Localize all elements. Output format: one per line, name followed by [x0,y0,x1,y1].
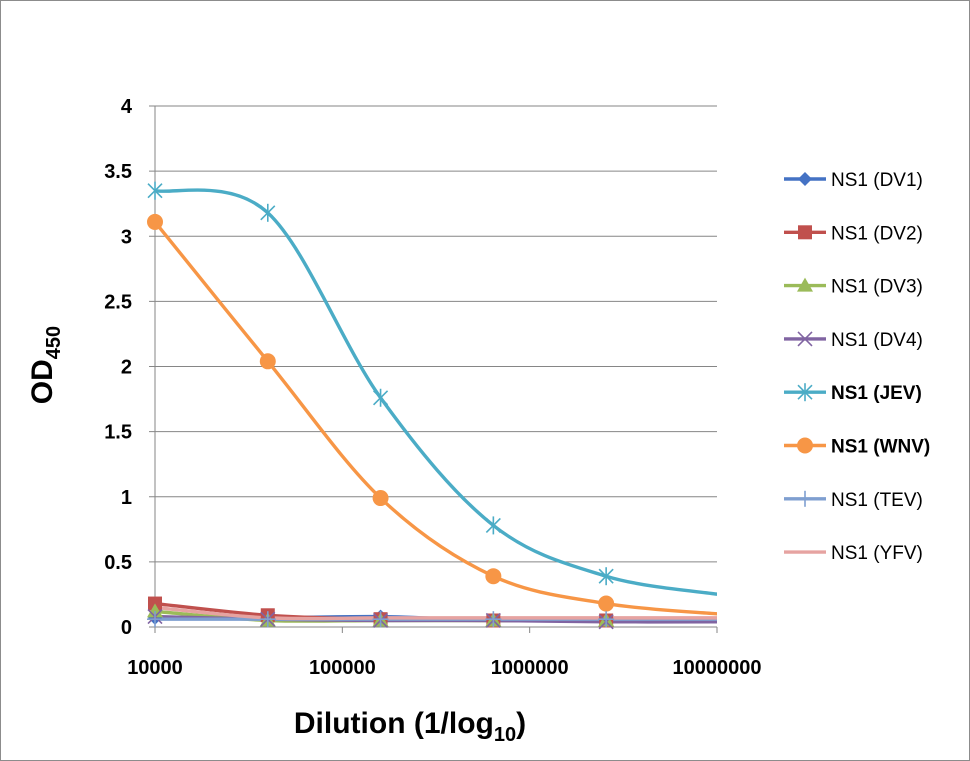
series-line-4 [154,188,717,596]
point-s4-4 [598,567,614,586]
legend-label-4: NS1 (JEV) [831,383,922,404]
legend-label-3: NS1 (DV4) [831,330,923,351]
y-axis-title: OD450 [26,326,65,404]
legend: NS1 (DV1) NS1 (DV2) NS1 (DV3) NS1 (DV4) NS1 … [784,170,930,564]
y-tick-label-4: 2 [121,357,132,379]
y-tick-label-6: 3 [121,226,132,248]
gridlines [155,105,717,563]
legend-label-1: NS1 (DV2) [831,223,923,244]
series-lines [153,188,717,624]
series-line-5 [153,220,717,616]
y-axis-title-main: OD [26,359,59,404]
legend-swatch-marker-5 [797,437,813,454]
x-tick-label-0: 10000 [127,657,183,679]
axes [149,105,718,633]
point-s5-0 [147,213,163,230]
series-markers [147,181,615,630]
legend-label-5: NS1 (WNV) [831,437,930,458]
legend-label-6: NS1 (TEV) [831,490,923,511]
point-s6-1 [259,611,276,628]
x-tick-labels: 10000 100000 1000000 10000000 [127,657,761,679]
x-tick-label-1: 100000 [309,657,376,679]
legend-item-6: NS1 (TEV) [784,490,923,511]
legend-label-2: NS1 (DV3) [831,277,923,298]
point-s5-3 [485,568,502,585]
point-s5-2 [372,490,389,507]
point-s4-1 [260,203,276,222]
point-s4-2 [373,388,389,407]
y-tick-label-1: 0.5 [104,552,132,574]
point-s2-0 [147,603,163,618]
x-axis-title-subscript: 10 [494,724,516,746]
y-tick-label-5: 2.5 [104,291,132,313]
point-s6-4 [598,611,615,628]
point-s4-0 [147,181,163,200]
point-s6-2 [372,611,389,628]
x-axis-title-end: ) [516,707,526,740]
legend-item-1: NS1 (DV2) [784,223,923,244]
legend-swatch-marker-6 [797,490,813,507]
y-tick-labels: 0 0.5 1 1.5 2 2.5 3 3.5 4 [104,96,133,639]
legend-item-7: NS1 (YFV) [784,543,923,564]
y-tick-label-2: 1 [121,487,132,509]
point-s4-3 [485,516,501,535]
y-tick-label-3: 1.5 [104,422,132,444]
legend-swatch-marker-1 [798,225,812,240]
y-tick-label-7: 3.5 [104,161,132,183]
x-axis-title: Dilution (1/log10) [294,707,526,746]
legend-item-2: NS1 (DV3) [784,277,923,298]
legend-item-4: NS1 (JEV) [784,383,922,404]
point-s5-4 [598,595,615,612]
legend-label-7: NS1 (YFV) [831,543,923,564]
y-axis-title-subscript: 450 [43,326,65,359]
point-s5-1 [259,353,276,370]
series-line-7 [154,605,717,621]
legend-label-0: NS1 (DV1) [831,170,923,191]
legend-swatch-marker-0 [798,172,812,186]
legend-swatch-marker-3 [797,331,813,347]
legend-swatch-marker-4 [797,383,813,402]
legend-item-3: NS1 (DV4) [784,330,923,351]
legend-item-5: NS1 (WNV) [784,437,930,458]
y-tick-label-0: 0 [121,617,132,639]
legend-swatch-marker-2 [797,277,813,292]
point-s6-0 [147,611,163,628]
legend-item-0: NS1 (DV1) [784,170,923,191]
x-tick-label-2: 1000000 [491,657,569,679]
y-tick-label-8: 4 [121,96,133,118]
x-tick-label-3: 10000000 [673,657,762,679]
x-axis-title-main: Dilution (1/log [294,707,494,740]
point-s6-3 [485,611,502,628]
